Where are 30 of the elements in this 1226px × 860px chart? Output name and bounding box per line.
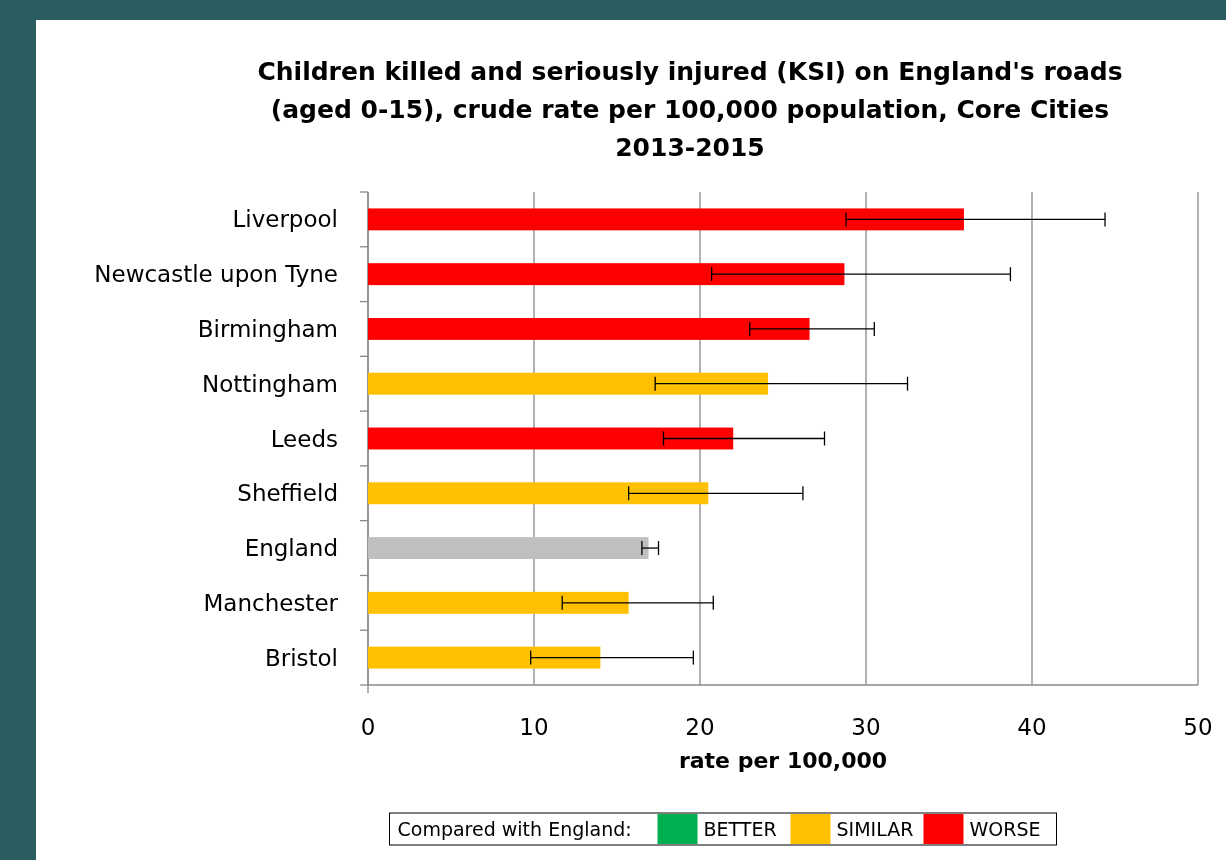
y-tick-label: Nottingham [202, 370, 338, 397]
bar [368, 537, 649, 560]
legend-title: Compared with England: [397, 818, 632, 840]
legend-label: WORSE [969, 818, 1041, 840]
bar [368, 317, 810, 340]
x-tick-label: 10 [519, 714, 549, 740]
legend-label: SIMILAR [836, 818, 914, 840]
y-tick-label: Bristol [264, 644, 338, 671]
bar [368, 482, 709, 505]
bar [368, 427, 734, 450]
x-tick-label: 50 [1183, 714, 1213, 740]
chart-title: Children killed and seriously injured (KSI) on England's roads (aged 0-15), crude rate per 100,000 population, Core Cities 2013-2015 [257, 57, 1123, 162]
x-tick-label: 20 [685, 714, 715, 740]
y-tick-label: Birmingham [197, 315, 338, 342]
bar [368, 646, 601, 669]
x-tick-label: 0 [360, 714, 376, 740]
y-tick-label: Leeds [270, 425, 338, 452]
y-tick-label: Sheffield [237, 480, 338, 507]
y-tick-label: England [244, 535, 338, 562]
bar [368, 263, 845, 286]
x-tick-label: 30 [851, 714, 881, 740]
y-tick-label: Manchester [203, 589, 339, 616]
x-axis-title: rate per 100,000 [678, 748, 888, 773]
legend-label: BETTER [703, 818, 777, 840]
bar [368, 591, 629, 614]
y-tick-label: Liverpool [232, 206, 338, 233]
bar [368, 372, 769, 395]
x-tick-label: 40 [1017, 714, 1047, 740]
bar [368, 208, 964, 231]
y-tick-label: Newcastle upon Tyne [94, 261, 338, 288]
